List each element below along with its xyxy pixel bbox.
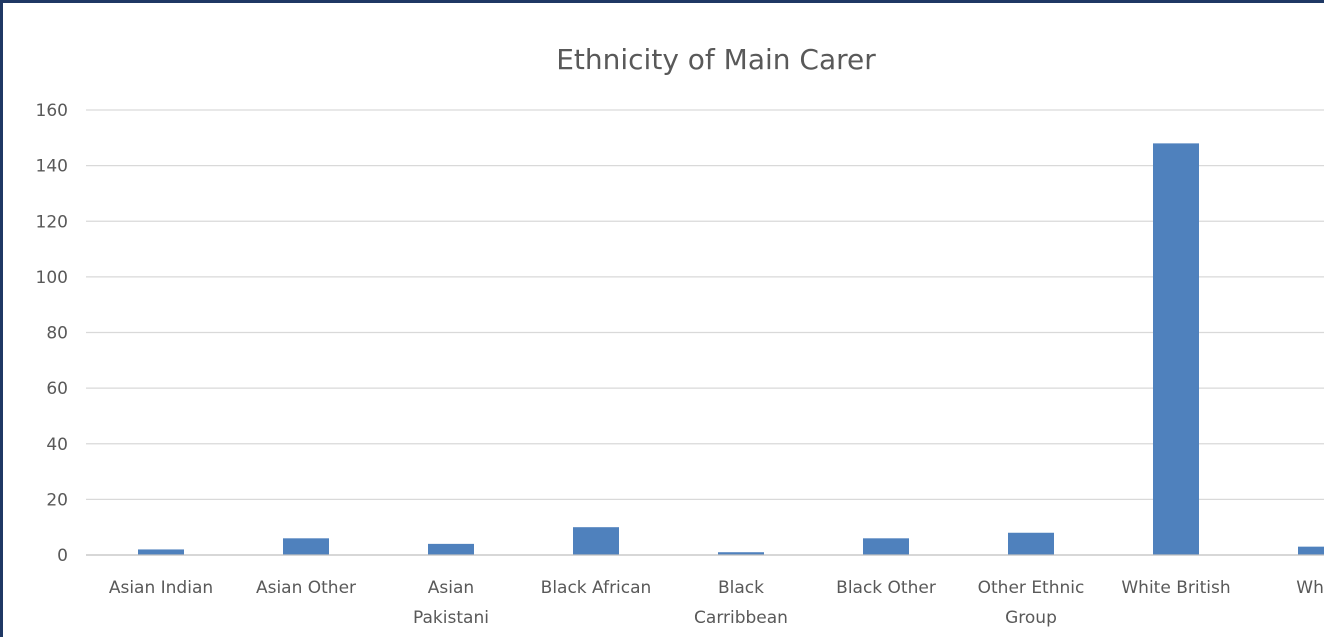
x-category-label: Group	[1005, 608, 1057, 628]
bar	[138, 549, 184, 555]
x-category-label: Asian Other	[256, 578, 356, 598]
gridlines	[86, 109, 1324, 501]
bar	[1153, 143, 1199, 555]
bar	[1298, 546, 1324, 555]
y-tick-label: 160	[36, 101, 68, 121]
bar	[718, 552, 764, 555]
chart-title: Ethnicity of Main Carer	[556, 43, 876, 76]
x-category-label: Asian Indian	[109, 578, 213, 598]
chart-canvas: Ethnicity of Main Carer 0 20 40 60 80 100 120 1…	[36, 43, 1324, 628]
x-category-label: Black Other	[836, 578, 936, 598]
x-axis-labels: Asian Indian Asian Other Asian Pakistani Bla…	[109, 578, 1324, 628]
y-tick-label: 80	[46, 324, 68, 344]
x-category-label: Black African	[541, 578, 652, 598]
bar	[863, 538, 909, 555]
x-category-label: Asian	[428, 578, 474, 598]
y-tick-label: 120	[36, 212, 68, 232]
bars	[138, 143, 1324, 555]
bar	[573, 527, 619, 555]
y-tick-label: 60	[46, 379, 68, 399]
x-category-label: White	[1296, 578, 1324, 598]
x-category-label: Other Ethnic	[978, 578, 1085, 598]
y-tick-label: 40	[46, 435, 68, 455]
x-category-label: White British	[1121, 578, 1230, 598]
y-tick-label: 0	[57, 546, 68, 566]
bar	[1008, 532, 1054, 555]
x-category-label: Black	[718, 578, 764, 598]
bar	[428, 543, 474, 555]
y-axis-ticks: 0 20 40 60 80 100 120 140 160	[36, 101, 68, 566]
x-category-label: Pakistani	[413, 608, 489, 628]
x-category-label: Carribbean	[694, 608, 788, 628]
y-tick-label: 20	[46, 490, 68, 510]
bar	[283, 538, 329, 555]
y-tick-label: 100	[36, 268, 68, 288]
y-tick-label: 140	[36, 157, 68, 177]
